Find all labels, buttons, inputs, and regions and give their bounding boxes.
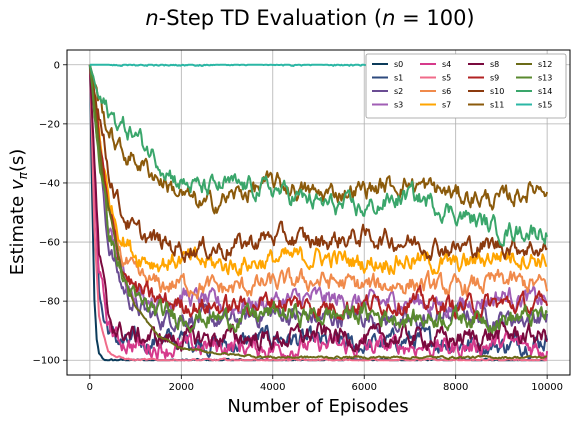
legend-label-s15: s15: [538, 101, 552, 110]
y-label-pi: π: [16, 171, 30, 179]
legend-label-s10: s10: [490, 87, 504, 96]
x-axis-label: Number of Episodes: [227, 396, 408, 417]
y-label-suffix: (s): [7, 149, 28, 172]
x-tick-label: 0: [87, 382, 93, 393]
legend-label-s12: s12: [538, 60, 552, 69]
ticks: 0 2000 4000 6000 8000 10000 0 −20 −40 −60 −80 −100: [33, 60, 564, 393]
title-n-2: n: [382, 6, 395, 30]
legend-label-s0: s0: [394, 60, 403, 69]
legend-label-s7: s7: [442, 101, 451, 110]
x-tick-label: 4000: [260, 382, 285, 393]
series-line-s7: [88, 64, 548, 277]
y-tick-label: −60: [39, 238, 60, 249]
plot-lines: [88, 63, 549, 362]
y-tick-label: −100: [33, 356, 60, 367]
legend-label-s11: s11: [490, 101, 504, 110]
title-main: -Step TD Evaluation (: [159, 6, 382, 30]
legend-label-s1: s1: [394, 74, 403, 83]
x-tick-label: 6000: [352, 382, 377, 393]
y-tick-label: 0: [54, 60, 60, 71]
title-suffix: = 100): [395, 6, 474, 30]
series-line-s11: [88, 64, 549, 215]
series-line-s12: [88, 64, 548, 361]
series-line-s4: [88, 64, 549, 362]
series-line-s14: [88, 64, 549, 247]
legend: s0 s1 s2 s3 s4 s5 s6 s7 s8 s9 s10 s11 s12 s13 s14 s15: [365, 53, 567, 119]
y-tick-label: −80: [39, 297, 60, 308]
series-line-s8: [88, 64, 548, 353]
title-n: n: [145, 6, 158, 30]
y-axis-label: Estimate vπ(s): [7, 149, 30, 276]
legend-label-s5: s5: [442, 74, 451, 83]
x-tick-label: 2000: [169, 382, 194, 393]
x-tick-label: 10000: [531, 382, 563, 393]
series-line-s6: [88, 64, 549, 300]
x-tick-label: 8000: [443, 382, 468, 393]
legend-label-s8: s8: [490, 60, 499, 69]
legend-label-s3: s3: [394, 101, 403, 110]
plot-frame: [66, 49, 571, 376]
series-line-s9: [88, 64, 549, 321]
series-line-s5: [88, 64, 548, 362]
legend-box: [365, 53, 567, 119]
y-label-v: v: [7, 179, 28, 190]
chart-title: n-Step TD Evaluation (n = 100): [145, 6, 474, 30]
y-label-prefix: Estimate: [7, 190, 28, 275]
legend-label-s6: s6: [442, 87, 451, 96]
legend-label-s2: s2: [394, 87, 403, 96]
legend-label-s9: s9: [490, 74, 499, 83]
y-tick-label: −40: [39, 178, 60, 189]
legend-label-s4: s4: [442, 60, 451, 69]
legend-label-s14: s14: [538, 87, 552, 96]
legend-label-s13: s13: [538, 74, 552, 83]
series-line-s13: [88, 64, 548, 334]
y-tick-label: −20: [39, 119, 60, 130]
series-line-s10: [88, 64, 548, 263]
